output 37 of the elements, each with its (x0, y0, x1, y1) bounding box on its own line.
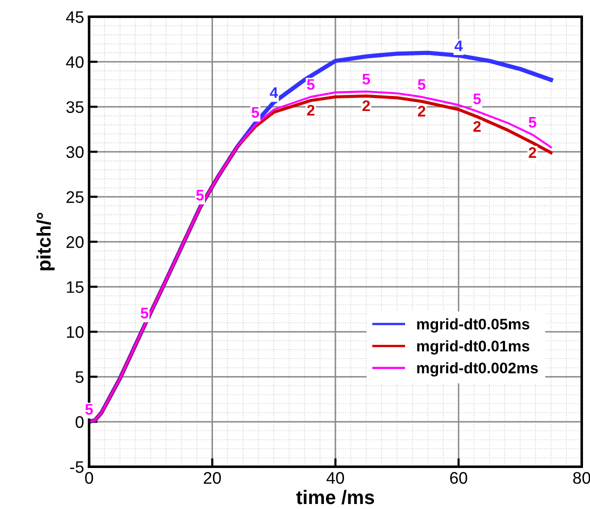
x-axis-title: time /ms (296, 490, 374, 504)
y-tick-label: 5 (76, 371, 84, 383)
annotation: 5 (140, 308, 148, 318)
x-tick-label: 80 (573, 472, 590, 484)
annotation: 2 (528, 147, 536, 158)
y-tick-label: -5 (70, 461, 84, 473)
annotation: 5 (252, 107, 260, 118)
annotation: 2 (307, 104, 314, 116)
annotation: 2 (362, 100, 370, 112)
x-tick-label: 20 (204, 472, 221, 484)
annotation: 5 (85, 404, 93, 415)
x-tick-label: 40 (326, 472, 344, 484)
legend-label: mgrid-dt0.002ms (417, 362, 538, 377)
y-tick-label: 0 (76, 416, 84, 428)
annotation: 4 (270, 87, 278, 98)
annotation: 5 (528, 117, 536, 128)
x-tick-label: 60 (450, 472, 468, 484)
y-axis-title: pitch/° (36, 212, 55, 270)
y-tick-label: 40 (66, 56, 84, 68)
annotation: 2 (418, 106, 426, 116)
annotation: 2 (473, 121, 481, 132)
annotation: 5 (362, 74, 370, 84)
legend-label: mgrid-dt0.05ms (417, 318, 530, 333)
y-tick-label: 35 (66, 101, 84, 113)
annotation: 5 (307, 79, 315, 90)
y-tick-label: 25 (66, 191, 84, 203)
y-tick-label: 20 (66, 236, 84, 248)
y-tick-label: 10 (66, 326, 84, 338)
annotation: 5 (418, 79, 426, 90)
annotation: 5 (473, 94, 481, 104)
y-tick-label: 45 (66, 11, 84, 23)
x-tick-label: 0 (85, 472, 94, 484)
legend-label: mgrid-dt0.01ms (417, 340, 530, 355)
annotation: 4 (454, 40, 463, 52)
y-tick-label: 15 (66, 281, 84, 293)
annotation: 5 (196, 190, 204, 201)
y-tick-label: 30 (66, 146, 84, 158)
